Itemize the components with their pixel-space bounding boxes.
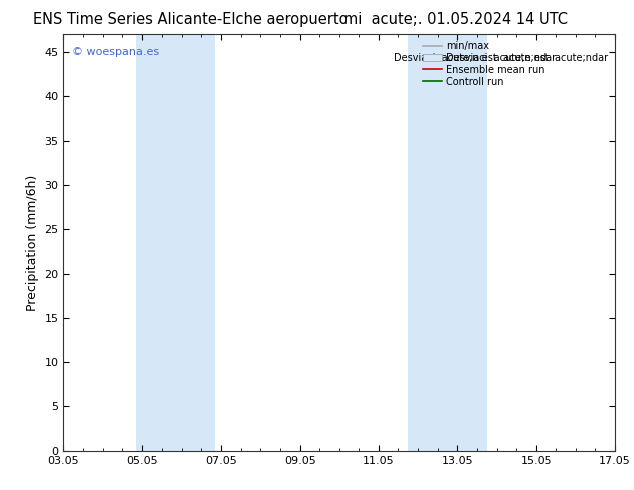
Bar — [408, 34, 487, 451]
Legend: min/max, Desviaci  acute;n est  acute;ndar, Ensemble mean run, Controll run: min/max, Desviaci acute;n est acute;ndar… — [421, 39, 610, 89]
Text: mi  acute;. 01.05.2024 14 UTC: mi acute;. 01.05.2024 14 UTC — [344, 12, 569, 27]
Text: Desviaci  acute;n est  acute;ndar: Desviaci acute;n est acute;ndar — [394, 53, 557, 63]
Bar — [136, 34, 215, 451]
Y-axis label: Precipitation (mm/6h): Precipitation (mm/6h) — [26, 174, 39, 311]
Text: ENS Time Series Alicante-Elche aeropuerto: ENS Time Series Alicante-Elche aeropuert… — [33, 12, 347, 27]
Text: © woespana.es: © woespana.es — [72, 47, 158, 57]
